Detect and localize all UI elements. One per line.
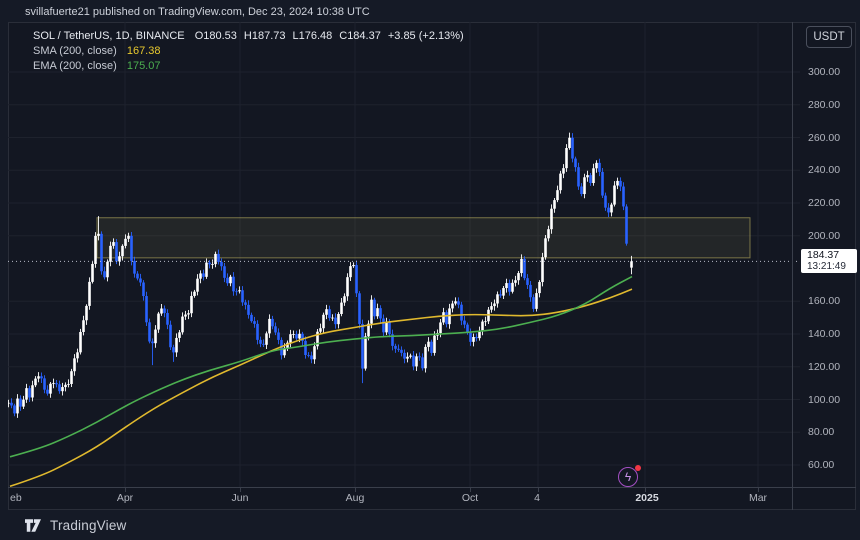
indicator-row-ema: EMA (200, close) 175.07	[33, 59, 464, 73]
ohlc-low: L176.48	[292, 30, 333, 42]
current-price-label: 184.37 13:21:49	[801, 249, 857, 274]
ohlc-close: C184.37	[339, 30, 381, 42]
price-axis-label: 60.00	[808, 459, 835, 471]
symbol-row: SOL / TetherUS, 1D, BINANCE O180.53 H187.…	[33, 29, 464, 43]
price-axis-label: 120.00	[808, 360, 841, 373]
footer-bar: TradingView	[25, 515, 127, 535]
time-axis-tick	[470, 488, 471, 492]
price-axis-label: 200.00	[808, 229, 841, 242]
attribution-text: svillafuerte21 published on TradingView.…	[25, 6, 370, 18]
time-axis-label: Jun	[231, 492, 249, 504]
bar-countdown: 13:21:49	[807, 261, 846, 273]
time-axis-label: Aug	[345, 492, 365, 504]
indicator-row-sma: SMA (200, close) 167.38	[33, 44, 464, 58]
price-axis-label: 240.00	[808, 164, 841, 177]
time-axis[interactable]: eb Apr Jun Aug Oct 4 2025 Mar	[8, 488, 792, 510]
time-axis-separator	[8, 487, 856, 488]
time-axis-tick	[240, 488, 241, 492]
time-axis-label: Apr	[116, 492, 134, 504]
price-axis-label: 300.00	[808, 66, 841, 78]
price-axis-label: 140.00	[808, 328, 841, 340]
time-axis-tick	[538, 488, 539, 492]
time-axis-label: Oct	[461, 492, 479, 504]
chart-widget	[8, 22, 856, 510]
chart-legend: SOL / TetherUS, 1D, BINANCE O180.53 H187.…	[33, 29, 464, 74]
sma-label: SMA (200, close)	[33, 45, 117, 57]
brand-name[interactable]: TradingView	[50, 517, 127, 533]
currency-button-usdt[interactable]: USDT	[806, 26, 852, 48]
ohlc-high: H187.73	[243, 30, 286, 42]
ohlc-open: O180.53	[194, 30, 237, 42]
candlestick-chart[interactable]	[8, 22, 800, 487]
price-axis-label: 280.00	[808, 98, 841, 111]
tradingview-logo-icon[interactable]	[25, 518, 41, 533]
time-axis-label: eb	[10, 492, 22, 504]
current-price-value: 184.37	[807, 249, 840, 262]
price-axis-label: 260.00	[808, 131, 841, 144]
price-axis[interactable]: USDT 184.37 13:21:49 300.00 280.00 260.00 2…	[801, 22, 857, 487]
notification-dot	[635, 465, 641, 471]
price-change: +3.85 (+2.13%)	[387, 30, 464, 42]
ema-value: 175.07	[126, 60, 161, 72]
time-axis-tick	[355, 488, 356, 492]
time-axis-label: Mar	[748, 492, 768, 504]
time-axis-tick	[125, 488, 126, 492]
price-axis-label: 100.00	[808, 393, 841, 406]
lightning-stream-button[interactable]: ϟ	[618, 465, 641, 489]
time-axis-label: 4	[534, 492, 540, 504]
price-axis-label: 160.00	[808, 295, 841, 308]
lightning-icon: ϟ	[618, 467, 638, 487]
price-axis-label: 220.00	[808, 197, 841, 209]
time-axis-label: 2025	[635, 492, 659, 504]
ohlc-values: O180.53 H187.73 L176.48 C184.37 +3.85 (+2.13…	[188, 30, 464, 42]
price-axis-separator	[792, 22, 793, 510]
symbol-title: SOL / TetherUS, 1D, BINANCE	[33, 30, 185, 42]
price-axis-label: 80.00	[808, 426, 835, 439]
ema-label: EMA (200, close)	[33, 60, 117, 72]
time-axis-tick	[645, 488, 646, 492]
sma-value: 167.38	[126, 45, 161, 57]
time-axis-tick	[758, 488, 759, 492]
